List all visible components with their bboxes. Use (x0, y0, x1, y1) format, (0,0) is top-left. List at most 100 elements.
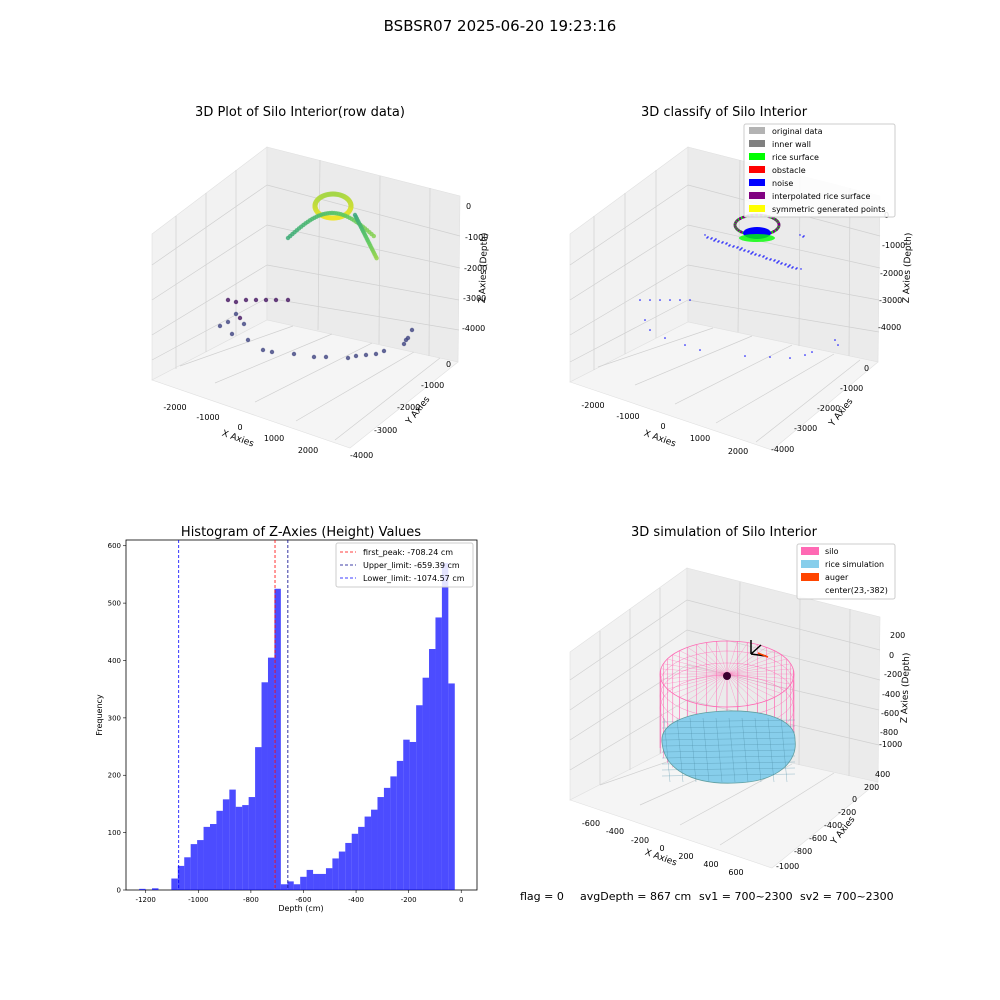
data-point (737, 246, 739, 248)
data-point (311, 354, 317, 360)
data-point (740, 248, 742, 250)
data-point (766, 257, 768, 259)
y-tick-label: 600 (108, 542, 121, 550)
histogram-bar (364, 816, 372, 890)
data-point (285, 297, 291, 303)
data-point (780, 263, 782, 265)
histogram-bar (396, 760, 404, 890)
axis-tick-labels: -2000 -1000 0 1000 2000 0 -1000 -2000 -3… (163, 202, 488, 460)
status-sv1: sv1 = 700~2300 (699, 890, 793, 903)
histogram-bar (139, 888, 146, 890)
y-tick-label: 500 (108, 600, 121, 608)
data-point (711, 237, 713, 239)
silo-wire (687, 647, 728, 675)
x-tick-label: 0 (237, 423, 242, 432)
data-point (721, 242, 723, 244)
legend-label: original data (772, 127, 823, 136)
data-point (739, 249, 741, 251)
histogram-bar (313, 873, 320, 890)
histogram-bar (351, 833, 359, 890)
data-point (403, 337, 409, 343)
histogram-bar (293, 884, 301, 890)
plot-classified-title: 3D classify of Silo Interior (641, 105, 808, 120)
data-point (722, 241, 724, 243)
data-point (729, 244, 731, 246)
x-tick-label: -400 (348, 896, 364, 904)
silo-wire (726, 673, 767, 701)
rice-mesh-line (741, 717, 749, 783)
data-point (639, 299, 641, 301)
silo-wire (687, 673, 728, 701)
histogram-bar (306, 869, 314, 890)
histogram-bar (210, 824, 217, 890)
status-sv2: sv2 = 700~2300 (800, 890, 894, 903)
rice-mesh-line (676, 717, 684, 783)
histogram-bar (229, 789, 236, 890)
pane-floor (569, 739, 879, 869)
silo-wire (726, 647, 767, 675)
data-point (792, 266, 794, 268)
z-tick-label: -4000 (462, 324, 485, 333)
data-point (649, 329, 651, 331)
data-point (752, 251, 754, 253)
histogram-bar (422, 677, 430, 890)
grid-lines (569, 581, 881, 846)
histogram-bar (197, 840, 204, 890)
rice-mesh-line (661, 773, 796, 777)
y-tick-label: 100 (108, 829, 121, 837)
y-axis-label: Y Axies (829, 815, 858, 848)
legend-label: inner wall (772, 140, 811, 149)
silo-wire (726, 668, 794, 675)
legend: silo rice simulation auger center(23,-382) (796, 543, 896, 600)
silo-wire (696, 644, 728, 675)
plot-raw-data: 3D Plot of Silo Interior(row data) -2000… (151, 105, 490, 460)
data-point (649, 299, 651, 301)
data-point (269, 349, 275, 355)
data-point (777, 222, 781, 226)
histogram-bar (319, 873, 326, 890)
data-point (736, 247, 738, 249)
legend-label: Lower_limit: -1074.57 cm (363, 574, 465, 583)
histogram-bar (248, 797, 256, 890)
x-axis-label: Depth (cm) (278, 904, 323, 913)
y-tick-label: -1000 (776, 862, 799, 871)
data-point (748, 250, 750, 252)
data-point (237, 315, 243, 321)
data-point (401, 341, 407, 347)
data-point (774, 259, 776, 261)
data-point (777, 261, 779, 263)
data-point (225, 297, 231, 303)
silo-wire (672, 673, 728, 694)
y-tick-label: 0 (446, 360, 451, 369)
z-tick-label: 0 (889, 651, 894, 660)
y-tick-label: -3000 (794, 424, 817, 433)
silo-wire (660, 668, 728, 675)
status-line: flag = 0 avgDepth = 867 cm sv1 = 700~230… (520, 890, 894, 903)
silo-wire (696, 673, 728, 704)
data-point (345, 355, 351, 361)
data-point (776, 262, 778, 264)
legend-label: first_peak: -708.24 cm (363, 548, 453, 557)
data-point (710, 238, 712, 240)
y-tick-label: 400 (875, 770, 890, 779)
data-point (715, 238, 717, 240)
x-tick-label: 200 (678, 852, 693, 861)
data-point (699, 349, 701, 351)
z-axis-label: Z Axies (Depth) (902, 233, 914, 304)
z-axis-label: Z Axies (Depth) (478, 233, 490, 304)
y-axis-label: Y Axies (827, 397, 856, 430)
data-point (243, 297, 249, 303)
legend-swatch (749, 205, 765, 212)
legend-box (796, 543, 896, 600)
data-point (800, 268, 802, 270)
legend: first_peak: -708.24 cm Upper_limit: -659.… (335, 542, 474, 588)
y-tick-label: -3000 (374, 426, 397, 435)
silo-wire (660, 673, 728, 680)
legend: original data inner wall rice surface obsta… (743, 123, 896, 218)
histogram-bar (152, 888, 159, 890)
histogram-bar (338, 851, 346, 890)
silo-wire (726, 654, 782, 675)
data-point (704, 234, 706, 236)
x-tick-label: 2000 (728, 447, 748, 456)
data-point (713, 240, 715, 242)
